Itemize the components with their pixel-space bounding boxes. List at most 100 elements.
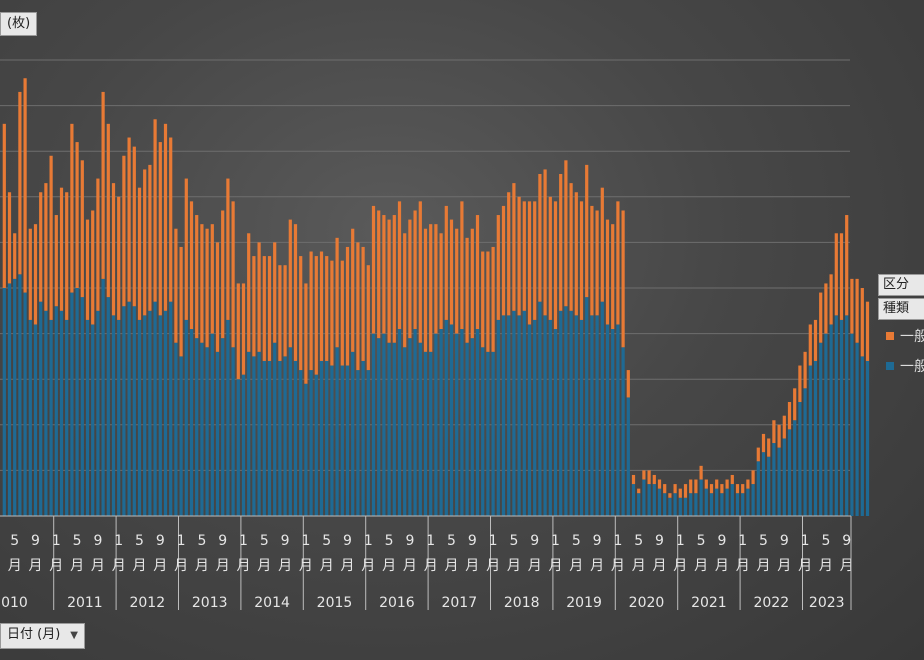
bar-segment-blue bbox=[418, 342, 422, 516]
bar-segment-blue bbox=[75, 288, 79, 516]
month-unit-label: 月 bbox=[174, 558, 188, 574]
bar-segment-blue bbox=[85, 319, 90, 516]
bar-segment-orange bbox=[439, 233, 443, 330]
bar-segment-blue bbox=[273, 342, 277, 516]
bar-segment-blue bbox=[746, 488, 750, 516]
bar-segment-blue bbox=[80, 297, 84, 516]
bar-segment-blue bbox=[18, 274, 22, 516]
legend-item-orange[interactable]: 一般 bbox=[878, 322, 924, 350]
bar-segment-blue bbox=[429, 351, 433, 516]
bar-segment-orange bbox=[273, 242, 277, 343]
bar-segment-blue bbox=[267, 360, 272, 516]
bar-segment-orange bbox=[460, 201, 464, 330]
bar-segment-orange bbox=[543, 169, 547, 316]
bar-segment-orange bbox=[132, 146, 136, 307]
type-field-button[interactable]: 種類 bbox=[878, 298, 924, 320]
bar-segment-blue bbox=[512, 310, 516, 516]
bar-segment-blue bbox=[579, 319, 584, 516]
month-unit-label: 月 bbox=[153, 558, 167, 574]
bar-segment-blue bbox=[371, 333, 376, 516]
bar-segment-blue bbox=[325, 360, 329, 516]
bar-segment-blue bbox=[241, 374, 246, 516]
bar-segment-orange bbox=[262, 256, 266, 361]
date-month-field-button[interactable]: 日付 (月) ▼ bbox=[0, 623, 85, 649]
bar-segment-blue bbox=[455, 333, 459, 516]
bar-segment-blue bbox=[553, 329, 558, 516]
bar-segment-blue bbox=[626, 397, 630, 516]
month-tick-label: 1 bbox=[114, 533, 123, 549]
legend: 区分 種類 一般 一般 bbox=[878, 274, 924, 380]
bar-segment-blue bbox=[247, 351, 251, 516]
bar-segment-orange bbox=[829, 274, 833, 325]
month-unit-label: 月 bbox=[632, 558, 646, 574]
month-tick-label: 9 bbox=[343, 533, 352, 549]
bar-segment-blue bbox=[158, 315, 162, 516]
bar-segment-blue bbox=[689, 493, 693, 516]
x-axis: 5月9月20101月5月9月20111月5月9月20121月5月9月20131月… bbox=[0, 515, 854, 611]
bar-segment-blue bbox=[59, 310, 64, 516]
month-unit-label: 月 bbox=[382, 558, 396, 574]
bar-segment-blue bbox=[767, 456, 771, 516]
bar-segment-blue bbox=[491, 351, 495, 516]
bar-segment-blue bbox=[210, 333, 214, 516]
bar-segment-blue bbox=[278, 360, 282, 516]
bar-segment-orange bbox=[361, 246, 365, 361]
month-unit-label: 月 bbox=[798, 558, 812, 574]
bar-segment-blue bbox=[793, 420, 797, 516]
year-label: 2021 bbox=[691, 595, 727, 611]
month-unit-label: 月 bbox=[840, 558, 854, 574]
value-unit-field-button[interactable]: (枚) bbox=[0, 12, 38, 36]
bar-segment-blue bbox=[304, 383, 308, 516]
bar-segment-orange bbox=[330, 260, 334, 366]
bar-segment-blue bbox=[824, 333, 828, 516]
bar-segment-orange bbox=[163, 123, 168, 311]
month-unit-label: 月 bbox=[819, 558, 833, 574]
month-tick-label: 5 bbox=[260, 533, 269, 549]
bar-segment-blue bbox=[694, 493, 698, 516]
month-unit-label: 月 bbox=[216, 558, 230, 574]
bars bbox=[2, 78, 870, 516]
bar-segment-blue bbox=[366, 370, 370, 516]
bar-segment-blue bbox=[91, 324, 95, 516]
bar-segment-blue bbox=[496, 319, 500, 516]
year-label: 2014 bbox=[254, 595, 290, 611]
bar-segment-blue bbox=[611, 329, 615, 516]
bar-segment-orange bbox=[767, 438, 771, 457]
legend-item-blue[interactable]: 一般 bbox=[878, 352, 924, 380]
month-unit-label: 月 bbox=[133, 558, 147, 574]
bar-segment-blue bbox=[13, 278, 17, 516]
bar-segment-orange bbox=[44, 183, 48, 311]
bar-segment-orange bbox=[444, 205, 448, 320]
bar-segment-blue bbox=[330, 365, 334, 516]
bar-segment-blue bbox=[319, 360, 324, 516]
bar-segment-orange bbox=[694, 479, 698, 494]
bar-segment-orange bbox=[293, 224, 298, 361]
bar-segment-blue bbox=[564, 306, 568, 516]
bar-segment-orange bbox=[647, 470, 651, 485]
bar-segment-orange bbox=[839, 233, 844, 320]
bar-segment-blue bbox=[787, 429, 792, 516]
year-label: 2017 bbox=[441, 595, 477, 611]
bar-segment-blue bbox=[392, 342, 396, 516]
bar-segment-blue bbox=[403, 347, 407, 516]
bar-segment-orange bbox=[236, 283, 240, 380]
bar-segment-blue bbox=[839, 319, 844, 516]
bar-segment-orange bbox=[527, 201, 532, 325]
year-label: 2012 bbox=[129, 595, 165, 611]
bar-segment-blue bbox=[195, 338, 199, 516]
bar-segment-orange bbox=[345, 246, 350, 366]
bar-segment-blue bbox=[605, 324, 610, 516]
month-unit-label: 月 bbox=[465, 558, 479, 574]
month-tick-label: 5 bbox=[135, 533, 144, 549]
month-tick-label: 9 bbox=[468, 533, 477, 549]
bar-segment-orange bbox=[85, 219, 90, 320]
month-tick-label: 5 bbox=[634, 533, 643, 549]
bar-segment-blue bbox=[756, 461, 760, 516]
category-field-button[interactable]: 区分 bbox=[878, 274, 924, 296]
bar-segment-orange bbox=[153, 119, 157, 302]
year-label: 2015 bbox=[317, 595, 353, 611]
bar-segment-blue bbox=[117, 319, 121, 516]
bar-segment-orange bbox=[611, 224, 615, 330]
bar-segment-blue bbox=[299, 370, 303, 516]
month-unit-label: 月 bbox=[611, 558, 625, 574]
